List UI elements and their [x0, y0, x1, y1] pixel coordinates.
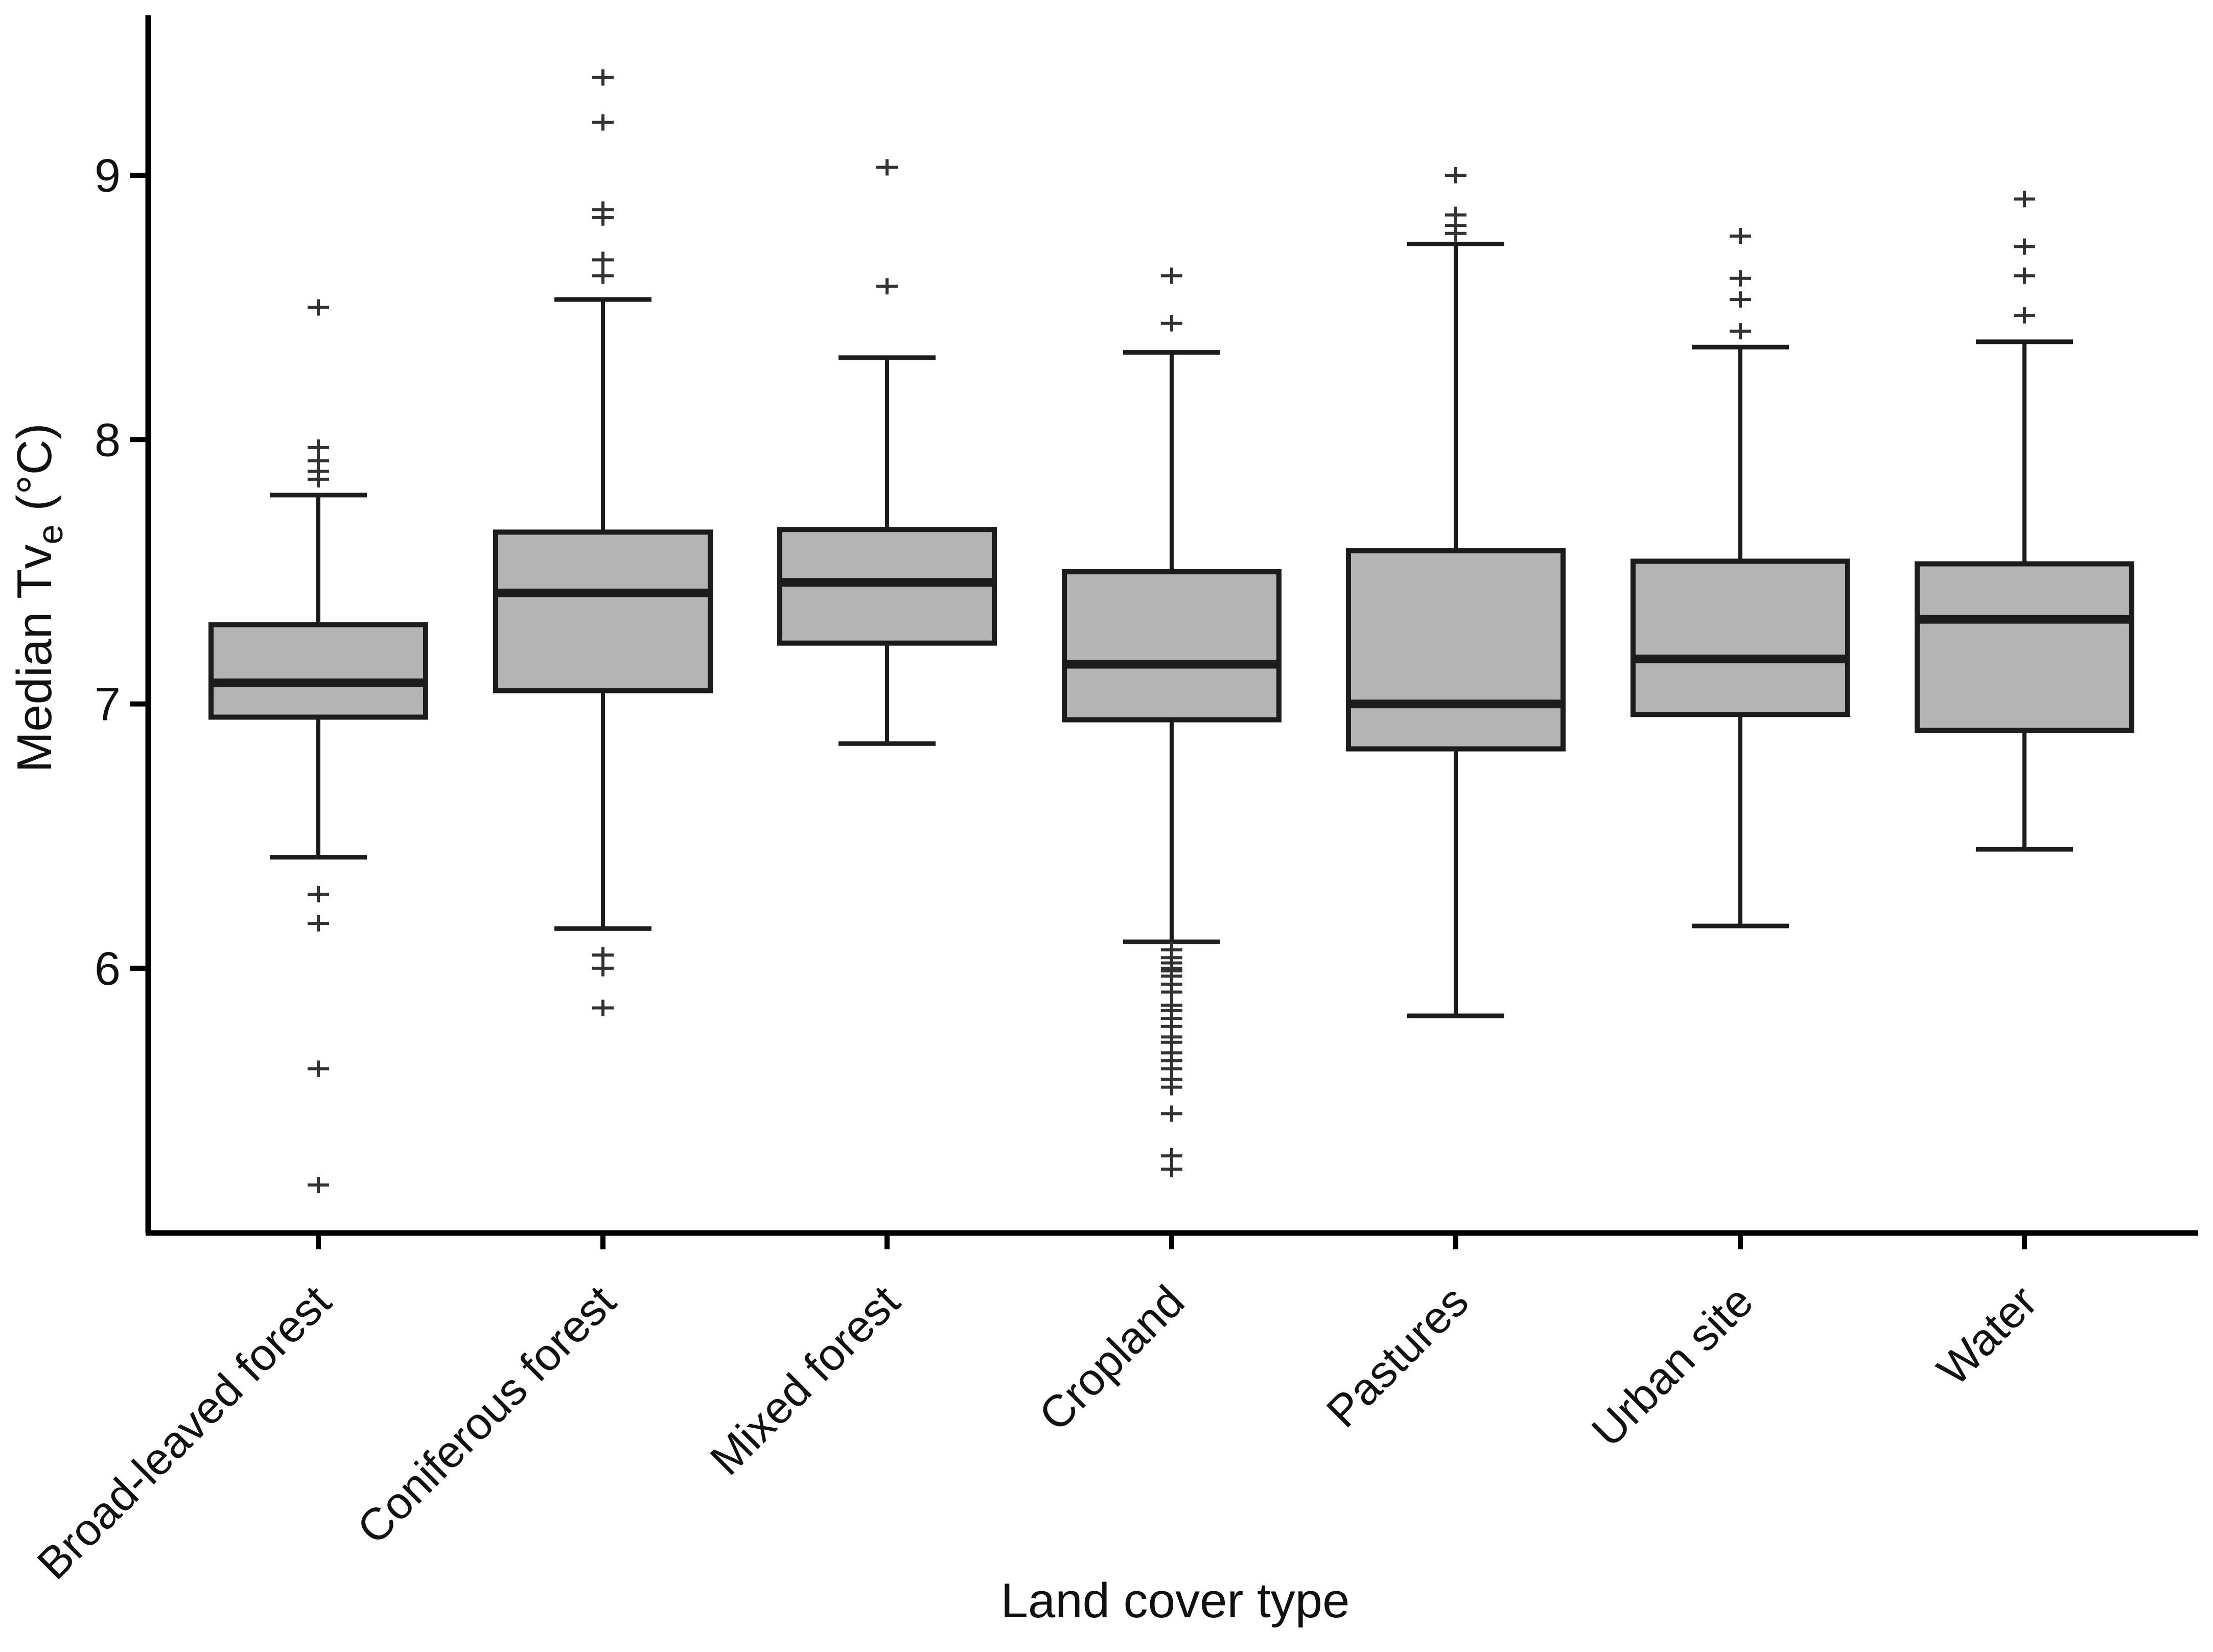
y-axis-title: Median Tve (°C): [7, 423, 70, 773]
y-tick-label-7: 7: [95, 679, 121, 731]
outlier-plus-icon: [592, 960, 614, 976]
box-broad-leaved-forest: [208, 493, 428, 860]
y-tick-label-6: 6: [95, 943, 121, 995]
iqr-box: [1346, 548, 1566, 752]
outlier-plus-icon: [308, 886, 329, 903]
box-pastures: [1346, 241, 1566, 1018]
outlier-plus-icon: [1730, 291, 1751, 308]
x-axis-ticks: [316, 1233, 2027, 1249]
box-mixed-forest: [777, 355, 997, 746]
outlier-plus-icon: [308, 1177, 329, 1194]
outlier-plus-icon: [592, 267, 614, 284]
iqr-box: [493, 529, 713, 693]
x-tick-label-urban-site: Urban site: [1582, 1275, 1763, 1456]
x-tick-label-mixed-forest: Mixed forest: [701, 1275, 910, 1484]
y-axis-title-main: Median Tv: [7, 544, 62, 772]
boxes-layer: [208, 241, 2134, 1018]
x-tick-label-coniferous-forest: Coniferous forest: [347, 1275, 625, 1553]
iqr-box: [1062, 569, 1282, 723]
category-labels-layer: Broad-leaved forest Coniferous forest Mixe…: [27, 1275, 2046, 1589]
box-water: [1915, 339, 2134, 852]
outlier-plus-icon: [2014, 267, 2035, 284]
outlier-plus-icon: [1161, 1079, 1182, 1096]
x-tick-label-cropland: Cropland: [1029, 1275, 1194, 1440]
outliers-broad-leaved-forest: [308, 299, 329, 1194]
outliers-layer: [308, 69, 2035, 1194]
outliers-cropland: [1161, 267, 1182, 1178]
outlier-plus-icon: [592, 114, 614, 131]
outlier-plus-icon: [876, 159, 898, 176]
y-tick-label-9: 9: [95, 150, 121, 202]
iqr-box: [1630, 559, 1850, 717]
x-tick-label-pastures: Pastures: [1317, 1275, 1478, 1437]
outliers-mixed-forest: [876, 159, 898, 295]
outliers-coniferous-forest: [592, 69, 614, 1016]
y-axis-title-subscript: e: [30, 524, 70, 544]
y-axis-title-unit: (°C): [7, 423, 62, 524]
box-urban-site: [1630, 344, 1850, 928]
x-tick-label-water: Water: [1927, 1275, 2047, 1395]
y-tick-label-8: 8: [95, 414, 121, 466]
outlier-plus-icon: [308, 299, 329, 316]
outlier-plus-icon: [2014, 191, 2035, 207]
iqr-box: [208, 622, 428, 720]
outlier-plus-icon: [592, 201, 614, 218]
outlier-plus-icon: [876, 278, 898, 295]
outlier-plus-icon: [1445, 206, 1466, 223]
outlier-plus-icon: [1161, 267, 1182, 284]
outlier-plus-icon: [1161, 1105, 1182, 1122]
outliers-pastures: [1445, 167, 1466, 242]
iqr-box: [1915, 561, 2134, 733]
box-coniferous-forest: [493, 297, 713, 931]
outlier-plus-icon: [1161, 1161, 1182, 1178]
box-cropland: [1062, 350, 1282, 944]
outlier-plus-icon: [1730, 227, 1751, 244]
outlier-plus-icon: [2014, 238, 2035, 255]
outlier-plus-icon: [1445, 167, 1466, 183]
outlier-plus-icon: [308, 915, 329, 932]
outliers-urban-site: [1730, 227, 1751, 340]
outlier-plus-icon: [592, 999, 614, 1016]
outlier-plus-icon: [308, 439, 329, 456]
y-axis-ticks: 6 7 8 9: [95, 150, 148, 995]
outlier-plus-icon: [592, 251, 614, 268]
x-tick-label-broad-leaved-forest: Broad-leaved forest: [27, 1275, 340, 1589]
outlier-plus-icon: [308, 1060, 329, 1077]
outlier-plus-icon: [1161, 315, 1182, 332]
outliers-water: [2014, 191, 2035, 324]
x-axis-title: Land cover type: [1000, 1573, 1349, 1628]
outlier-plus-icon: [1730, 270, 1751, 287]
outlier-plus-icon: [592, 69, 614, 86]
outlier-plus-icon: [1730, 323, 1751, 340]
outlier-plus-icon: [2014, 307, 2035, 324]
